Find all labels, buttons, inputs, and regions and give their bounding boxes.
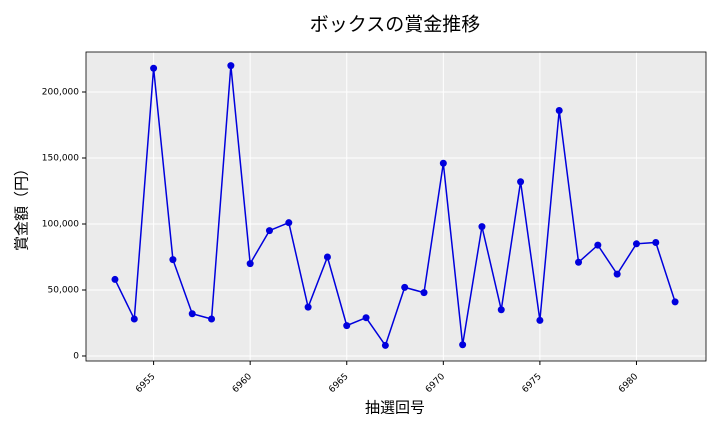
data-point xyxy=(594,241,602,249)
data-point xyxy=(362,314,370,322)
data-point xyxy=(420,289,428,297)
data-point xyxy=(130,315,138,323)
x-axis-label: 抽選回号 xyxy=(365,399,425,417)
y-tick-label: 50,000 xyxy=(48,285,80,295)
x-tick-label: 6965 xyxy=(327,372,350,395)
data-point xyxy=(265,227,273,235)
x-tick-label: 6970 xyxy=(424,372,447,395)
y-tick-label: 200,000 xyxy=(42,87,79,97)
data-point xyxy=(555,106,563,114)
x-tick-label: 6975 xyxy=(521,372,544,395)
data-point xyxy=(188,310,196,318)
x-tick-label: 6980 xyxy=(617,372,640,395)
data-point xyxy=(285,219,293,227)
x-tick-label: 6960 xyxy=(231,372,254,395)
data-point xyxy=(613,270,621,278)
y-tick-label: 150,000 xyxy=(42,153,79,163)
data-point xyxy=(439,159,447,167)
data-point xyxy=(304,303,312,311)
data-point xyxy=(517,178,525,186)
data-point xyxy=(246,260,254,268)
data-point xyxy=(478,223,486,231)
data-point xyxy=(381,341,389,349)
y-tick-label: 0 xyxy=(73,351,79,361)
data-point xyxy=(150,64,158,72)
data-point xyxy=(401,283,409,291)
data-point xyxy=(536,316,544,324)
data-point xyxy=(227,62,235,70)
data-point xyxy=(671,298,679,306)
data-point xyxy=(169,256,177,264)
plot-area xyxy=(86,52,706,361)
data-point xyxy=(111,275,119,283)
plot-frame xyxy=(85,51,707,362)
y-tick-label: 100,000 xyxy=(42,219,79,229)
x-tick-label: 6955 xyxy=(134,372,157,395)
data-point xyxy=(497,306,505,314)
data-point xyxy=(575,258,583,266)
y-axis-label: 賞金額（円） xyxy=(13,161,31,251)
data-point xyxy=(208,315,216,323)
data-point xyxy=(652,238,660,246)
data-point xyxy=(632,240,640,248)
data-point xyxy=(459,341,467,349)
data-point xyxy=(343,322,351,330)
chart-title: ボックスの賞金推移 xyxy=(310,14,480,36)
data-point xyxy=(323,253,331,261)
